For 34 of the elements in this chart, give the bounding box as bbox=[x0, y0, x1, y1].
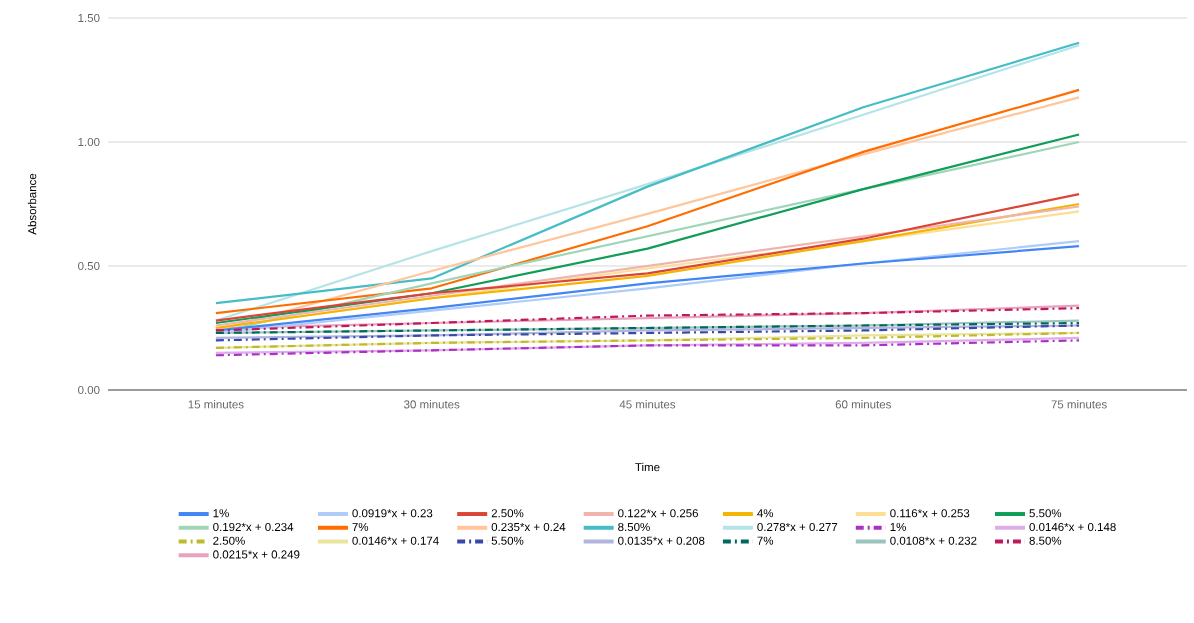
x-tick-label: 60 minutes bbox=[835, 400, 891, 409]
x-tick-label: 75 minutes bbox=[1051, 400, 1107, 409]
legend-label: 7% bbox=[757, 536, 774, 545]
legend-label: 0.0146*x + 0.174 bbox=[352, 536, 439, 545]
x-tick-label: 15 minutes bbox=[188, 400, 244, 409]
legend-label: 0.0108*x + 0.232 bbox=[890, 536, 977, 545]
legend-label: 5.50% bbox=[491, 536, 524, 545]
legend-label: 0.278*x + 0.277 bbox=[757, 522, 838, 532]
y-tick-label: 1.00 bbox=[78, 137, 100, 147]
legend-label: 4% bbox=[757, 509, 774, 518]
legend-label: 0.116*x + 0.253 bbox=[890, 509, 970, 518]
x-axis-title: Time bbox=[635, 462, 660, 472]
y-tick-label: 0.00 bbox=[78, 385, 100, 395]
legend-label: 5.50% bbox=[1029, 509, 1062, 518]
legend-label: 0.235*x + 0.24 bbox=[491, 522, 566, 532]
y-tick-label: 1.50 bbox=[78, 13, 100, 23]
line-series bbox=[214, 331, 1081, 349]
x-tick-label: 30 minutes bbox=[404, 400, 460, 409]
legend-label: 0.192*x + 0.234 bbox=[213, 522, 294, 532]
legend-label: 0.0215*x + 0.249 bbox=[213, 550, 300, 559]
legend-label: 8.50% bbox=[618, 522, 650, 532]
legend-label: 2.50% bbox=[213, 536, 245, 545]
y-tick-label: 0.50 bbox=[78, 261, 100, 271]
x-tick-label: 45 minutes bbox=[619, 400, 676, 409]
y-axis-title: Absorbance bbox=[27, 173, 37, 235]
legend-label: 0.122*x + 0.256 bbox=[618, 509, 698, 518]
legend-label: 1% bbox=[213, 509, 229, 518]
legend-label: 0.0135*x + 0.208 bbox=[618, 536, 705, 545]
legend-label: 0.0919*x + 0.23 bbox=[352, 509, 433, 518]
legend-label: 7% bbox=[352, 522, 369, 531]
legend-label: 2.50% bbox=[491, 509, 524, 518]
legend-label: 1% bbox=[890, 522, 906, 531]
legend-label: 0.0146*x + 0.148 bbox=[1029, 522, 1116, 532]
legend-label: 8.50% bbox=[1029, 536, 1062, 545]
